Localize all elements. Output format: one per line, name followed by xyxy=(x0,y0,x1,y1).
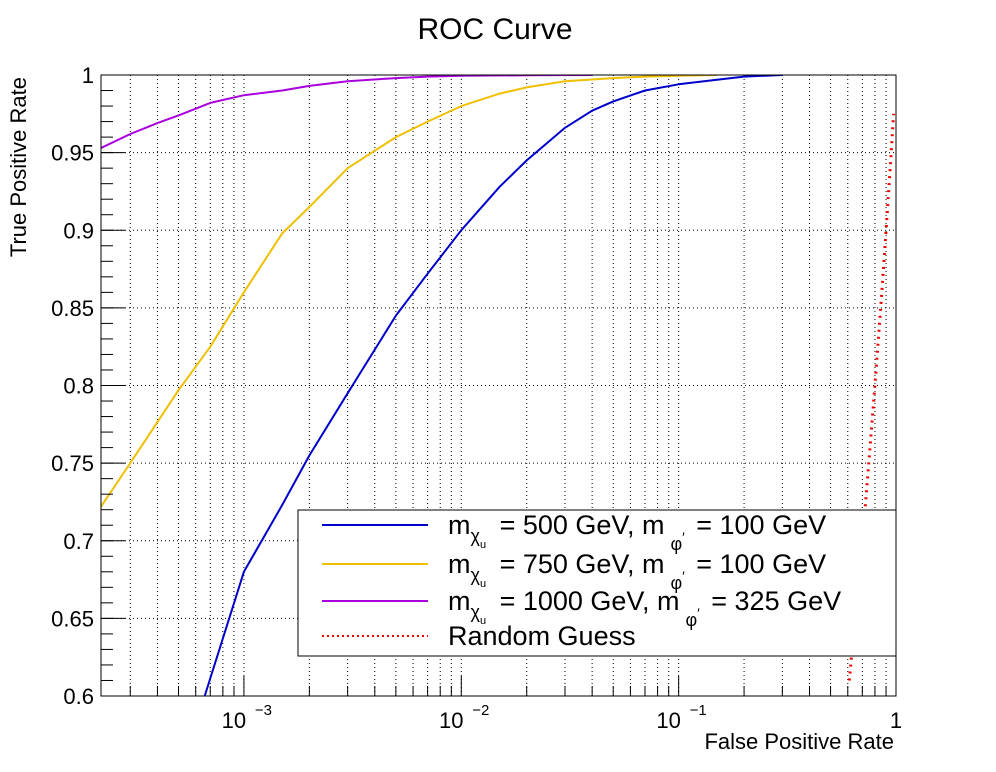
y-tick-label: 0.95 xyxy=(51,141,94,166)
series-line-2 xyxy=(101,75,717,508)
y-tick-label: 0.7 xyxy=(63,529,94,554)
legend-label-1: mχu = 500 GeV, mφ′ = 100 GeV xyxy=(448,510,826,554)
y-tick-label: 0.8 xyxy=(63,374,94,399)
y-tick-label: 1 xyxy=(82,63,94,88)
legend-label-2: mχu = 750 GeV, mφ′ = 100 GeV xyxy=(448,549,826,593)
x-tick-label: 1 xyxy=(890,708,902,733)
series-lines xyxy=(101,75,896,696)
legend-label-4: Random Guess xyxy=(448,621,636,651)
y-tick-label: 0.9 xyxy=(63,218,94,243)
x-tick-label: 10 xyxy=(439,708,463,733)
series-line-3 xyxy=(101,75,593,149)
x-tick-label-exponent: −2 xyxy=(472,702,489,719)
x-tick-label: 10 xyxy=(222,708,246,733)
x-axis-label: False Positive Rate xyxy=(704,729,894,754)
legend-label-3: mχu = 1000 GeV, mφ′ = 325 GeV xyxy=(448,586,841,630)
x-tick-label: 10 xyxy=(656,708,680,733)
x-tick-label-exponent: −3 xyxy=(255,702,272,719)
y-tick-label: 0.6 xyxy=(63,684,94,709)
series-line-1 xyxy=(203,75,783,696)
x-tick-label-exponent: −1 xyxy=(690,702,707,719)
y-tick-label: 0.85 xyxy=(51,296,94,321)
legend-box xyxy=(297,509,897,657)
y-tick-label: 0.65 xyxy=(51,606,94,631)
chart-title: ROC Curve xyxy=(417,13,572,46)
y-tick-label: 0.75 xyxy=(51,451,94,476)
y-axis-label: True Positive Rate xyxy=(6,77,31,257)
